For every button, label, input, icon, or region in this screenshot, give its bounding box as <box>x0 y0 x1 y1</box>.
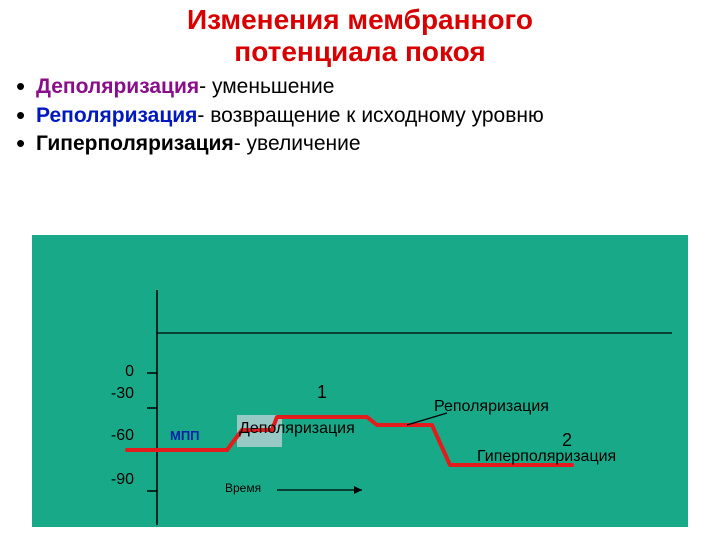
slide-title: Изменения мембранного потенциала покоя <box>0 0 720 68</box>
bullet-hyperpolarization: Гиперполяризация- увеличение <box>14 131 720 156</box>
term-repolarization: Реполяризация <box>36 104 197 127</box>
title-line-2: потенциала покоя <box>0 36 720 68</box>
annotation-hyper: Гиперполяризация <box>477 449 637 466</box>
title-line-1: Изменения мембранного <box>0 4 720 36</box>
bullet-depolarization: Деполяризация- уменьшение <box>14 74 720 99</box>
time-arrow-head <box>354 486 362 494</box>
annotation-depol: Деполяризация <box>239 421 359 438</box>
term-depolarization: Деполяризация <box>36 75 199 98</box>
annotation-1: 1 <box>317 383 327 402</box>
ylabel-60: -60 <box>94 427 134 445</box>
chart: 0 -30 -60 -90 МПП Время 1 2 Деполяризаци… <box>32 235 688 527</box>
ylabel-0: 0 <box>94 363 134 381</box>
bullet-list: Деполяризация- уменьшение Реполяризация-… <box>14 74 720 156</box>
ylabel-90: -90 <box>94 471 134 489</box>
annotation-repol: Реполяризация <box>434 399 544 416</box>
rest-hyperpolarization: - увеличение <box>234 132 361 155</box>
term-hyperpolarization: Гиперполяризация <box>36 132 234 155</box>
mpp-label: МПП <box>170 429 210 443</box>
bullet-repolarization: Реполяризация- возвращение к исходному у… <box>14 103 720 128</box>
rest-repolarization: - возвращение к исходному уровню <box>197 104 543 127</box>
time-label: Время <box>225 482 261 495</box>
rest-depolarization: - уменьшение <box>199 75 334 98</box>
ylabel-30: -30 <box>94 385 134 403</box>
slide: Изменения мембранного потенциала покоя Д… <box>0 0 720 540</box>
